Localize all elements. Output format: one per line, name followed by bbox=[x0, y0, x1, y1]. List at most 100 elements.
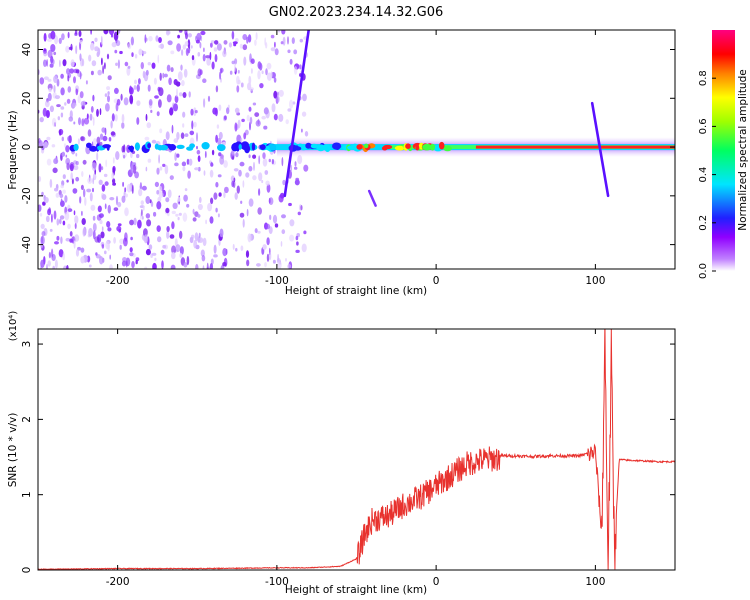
noise-speckle bbox=[280, 41, 284, 45]
noise-speckle bbox=[64, 102, 67, 106]
noise-speckle bbox=[131, 52, 134, 57]
noise-speckle bbox=[232, 180, 236, 188]
noise-speckle bbox=[248, 154, 251, 159]
noise-speckle bbox=[131, 184, 134, 194]
snr-y-label: SNR (10 * v/v) bbox=[7, 413, 19, 488]
noise-speckle bbox=[81, 118, 85, 127]
noise-speckle bbox=[278, 89, 284, 97]
noise-speckle bbox=[56, 235, 60, 241]
noise-speckle bbox=[257, 207, 263, 215]
noise-speckle bbox=[75, 45, 78, 55]
noise-speckle bbox=[203, 170, 206, 176]
noise-speckle bbox=[81, 58, 85, 67]
noise-speckle bbox=[73, 165, 79, 171]
noise-speckle bbox=[272, 214, 278, 224]
noise-speckle bbox=[273, 113, 278, 121]
noise-speckle bbox=[137, 219, 142, 229]
noise-speckle bbox=[38, 176, 42, 182]
noise-speckle bbox=[67, 75, 70, 82]
noise-speckle bbox=[135, 259, 138, 265]
noise-speckle bbox=[184, 41, 189, 47]
noise-speckle bbox=[53, 85, 56, 93]
noise-speckle bbox=[252, 175, 257, 181]
noise-speckle bbox=[94, 37, 98, 42]
signal-blob bbox=[157, 144, 164, 151]
noise-speckle bbox=[54, 241, 59, 245]
noise-speckle bbox=[131, 261, 135, 269]
noise-speckle bbox=[287, 49, 291, 54]
noise-speckle bbox=[146, 219, 152, 227]
noise-speckle bbox=[261, 70, 264, 75]
noise-speckle bbox=[293, 66, 298, 75]
noise-speckle bbox=[265, 223, 271, 230]
noise-speckle bbox=[191, 120, 194, 130]
spectrogram-frame bbox=[37, 29, 676, 270]
noise-speckle bbox=[69, 238, 73, 243]
noise-speckle bbox=[134, 54, 138, 59]
colorbar-tick-label: 0.2 bbox=[698, 215, 709, 231]
noise-speckle bbox=[124, 193, 128, 198]
noise-speckle bbox=[46, 263, 48, 269]
noise-speckle bbox=[67, 31, 70, 39]
noise-speckle bbox=[130, 164, 134, 173]
noise-speckle bbox=[129, 252, 134, 257]
noise-speckle bbox=[247, 233, 252, 243]
noise-speckle bbox=[281, 214, 286, 219]
noise-speckle bbox=[153, 211, 157, 217]
noise-speckle bbox=[39, 77, 45, 85]
noise-speckle bbox=[292, 101, 296, 105]
noise-speckle bbox=[40, 223, 45, 229]
noise-speckle bbox=[111, 42, 117, 48]
noise-speckle bbox=[190, 45, 193, 49]
noise-speckle bbox=[297, 154, 303, 165]
noise-speckle bbox=[145, 213, 151, 219]
noise-speckle bbox=[271, 159, 274, 165]
noise-speckle bbox=[268, 158, 271, 163]
noise-speckle bbox=[66, 68, 71, 75]
noise-speckle bbox=[106, 53, 110, 60]
noise-speckle bbox=[57, 116, 60, 121]
noise-speckle bbox=[98, 163, 102, 173]
colorbar: 0.0 0.2 0.4 0.6 0.8 Normalized spectral ampl… bbox=[698, 30, 749, 279]
noise-speckle bbox=[147, 62, 151, 66]
noise-speckle bbox=[196, 149, 201, 155]
noise-speckle bbox=[217, 213, 220, 218]
noise-speckle bbox=[90, 70, 94, 76]
noise-speckle bbox=[136, 117, 140, 125]
noise-speckle bbox=[274, 223, 279, 228]
noise-speckle bbox=[60, 73, 64, 79]
noise-speckle bbox=[53, 51, 57, 56]
noise-speckle bbox=[162, 163, 166, 167]
noise-speckle bbox=[182, 123, 185, 128]
noise-speckle bbox=[141, 209, 143, 217]
noise-speckle bbox=[248, 106, 252, 112]
noise-speckle bbox=[78, 117, 81, 126]
noise-speckle bbox=[46, 158, 52, 166]
noise-speckle bbox=[145, 248, 151, 256]
noise-speckle bbox=[266, 183, 271, 193]
noise-speckle bbox=[101, 194, 107, 200]
noise-speckle bbox=[242, 44, 248, 51]
noise-speckle bbox=[120, 93, 123, 101]
noise-speckle bbox=[207, 202, 213, 212]
noise-speckle bbox=[248, 87, 254, 91]
noise-speckle bbox=[258, 172, 263, 182]
noise-speckle bbox=[45, 110, 50, 118]
noise-speckle bbox=[174, 95, 179, 103]
noise-speckle bbox=[90, 42, 95, 51]
noise-speckle bbox=[155, 35, 159, 42]
noise-speckle bbox=[181, 161, 187, 167]
noise-speckle bbox=[92, 187, 94, 193]
noise-speckle bbox=[151, 252, 157, 256]
noise-speckle bbox=[148, 244, 153, 250]
noise-speckle bbox=[104, 181, 109, 186]
noise-speckle bbox=[99, 219, 103, 225]
noise-speckle bbox=[106, 86, 111, 91]
noise-speckle bbox=[219, 228, 224, 238]
noise-speckle bbox=[103, 173, 108, 178]
noise-speckle bbox=[138, 78, 141, 85]
signal-blob bbox=[322, 144, 329, 151]
noise-speckle bbox=[124, 232, 128, 242]
noise-speckle bbox=[185, 48, 189, 56]
noise-speckle bbox=[273, 77, 277, 83]
